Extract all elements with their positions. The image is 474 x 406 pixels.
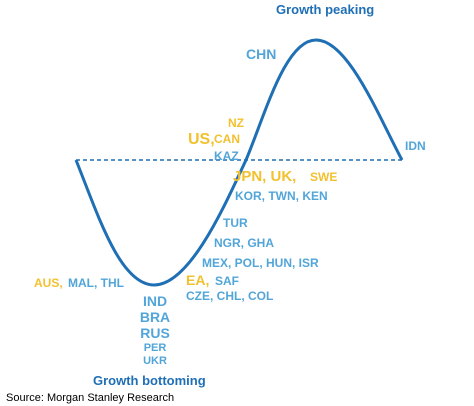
label-jpn-uk: JPN, UK, xyxy=(233,168,296,185)
label-idn: IDN xyxy=(405,139,426,153)
label-ind: IND xyxy=(143,293,167,309)
label-swe: SWE xyxy=(310,170,337,184)
label-chn: CHN xyxy=(246,46,276,62)
source-note: Source: Morgan Stanley Research xyxy=(6,392,174,404)
label-ngr-gha: NGR, GHA xyxy=(214,236,274,250)
label-kaz: KAZ xyxy=(214,149,239,163)
label-ukr: UKR xyxy=(143,355,167,367)
label-rus: RUS xyxy=(140,325,170,341)
label-aus: AUS, xyxy=(34,276,63,290)
label-us: US, xyxy=(188,131,215,148)
label-per: PER xyxy=(144,342,167,354)
label-cze-chl-col: CZE, CHL, COL xyxy=(186,289,273,303)
label-saf: SAF xyxy=(215,274,239,288)
label-nz: NZ xyxy=(228,116,244,130)
label-mex-pol-hun-isr: MEX, POL, HUN, ISR xyxy=(202,256,319,270)
label-kor-twn-ken: KOR, TWN, KEN xyxy=(235,189,328,203)
label-bra: BRA xyxy=(140,309,170,325)
label-mal-thl: MAL, THL xyxy=(68,276,124,290)
growth-cycle-curve xyxy=(74,38,404,287)
label-can: CAN xyxy=(214,132,240,146)
peak-heading: Growth peaking xyxy=(276,2,374,17)
label-tur: TUR xyxy=(223,216,248,230)
label-ea: EA, xyxy=(186,272,209,288)
trough-heading: Growth bottoming xyxy=(93,373,206,388)
